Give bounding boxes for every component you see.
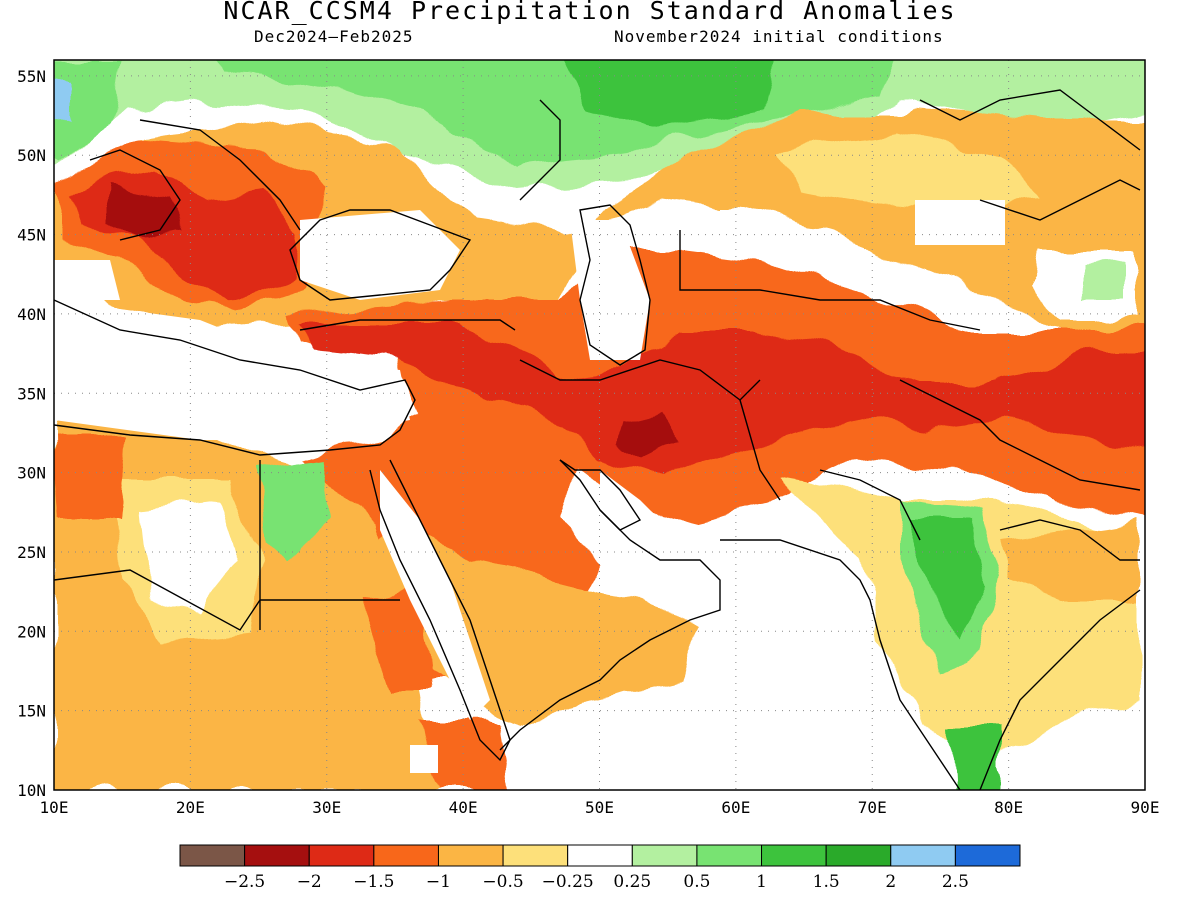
colorbar: [179, 844, 1021, 867]
colorbar-swatch: [631, 844, 698, 867]
colorbar-label: 2.5: [942, 872, 969, 892]
colorbar-swatch: [890, 844, 956, 867]
colorbar-swatch: [502, 844, 569, 867]
colorbar-swatch: [244, 844, 310, 867]
colorbar-label: −1: [426, 872, 451, 892]
colorbar-label: 0.25: [613, 872, 651, 892]
graticule: [54, 60, 1145, 790]
longitude-tick-label: 10E: [40, 798, 69, 817]
colorbar-label: 0.5: [683, 872, 710, 892]
colorbar-swatch: [373, 844, 439, 867]
coastlines: [54, 89, 1141, 790]
colorbar-labels: −2.5 −2 −1.5 −1 −0.5 −0.25 0.25 0.5 1 1.5 2 2.5: [224, 872, 969, 892]
colorbar-swatch: [954, 844, 1021, 867]
longitude-tick-label: 30E: [312, 798, 341, 817]
latitude-tick-label: 35N: [17, 384, 46, 403]
latitude-tick-label: 25N: [17, 543, 46, 562]
longitude-tick-label: 40E: [449, 798, 478, 817]
longitude-tick-label: 90E: [1131, 798, 1160, 817]
colorbar-swatch: [761, 844, 827, 867]
colorbar-swatch: [696, 844, 763, 867]
latitude-tick-label: 45N: [17, 226, 46, 245]
colorbar-label: −0.25: [542, 872, 594, 892]
colorbar-swatch: [567, 844, 633, 867]
anomaly-field: [54, 60, 1145, 790]
latitude-tick-label: 15N: [17, 702, 46, 721]
longitude-tick-label: 60E: [721, 798, 750, 817]
colorbar-swatch: [825, 844, 892, 867]
latitude-tick-label: 40N: [17, 305, 46, 324]
latitude-labels: 10N 15N 20N 25N 30N 35N 40N 45N 50N 55N: [17, 67, 46, 800]
latitude-tick-label: 55N: [17, 67, 46, 86]
longitude-tick-label: 70E: [858, 798, 887, 817]
colorbar-swatch: [437, 844, 504, 867]
colorbar-label: −2.5: [224, 872, 265, 892]
latitude-tick-label: 50N: [17, 146, 46, 165]
longitude-tick-label: 50E: [585, 798, 614, 817]
longitude-labels: 10E 20E 30E 40E 50E 60E 70E 80E 90E: [40, 798, 1160, 817]
map-title: NCAR_CCSM4 Precipitation Standard Anomal…: [223, 0, 957, 25]
colorbar-label: 1.5: [813, 872, 840, 892]
colorbar-label: 2: [885, 872, 896, 892]
colorbar-label: −2: [297, 872, 322, 892]
colorbar-swatch: [308, 844, 375, 867]
longitude-tick-label: 20E: [176, 798, 205, 817]
colorbar-label: −1.5: [353, 872, 394, 892]
colorbar-swatch: [179, 844, 246, 867]
initial-conditions: November2024 initial conditions: [614, 27, 944, 46]
latitude-tick-label: 20N: [17, 622, 46, 641]
colorbar-label: −0.5: [482, 872, 523, 892]
latitude-tick-label: 10N: [17, 781, 46, 800]
forecast-period: Dec2024–Feb2025: [254, 27, 414, 46]
colorbar-label: 1: [756, 872, 767, 892]
plot-frame: [53, 59, 1146, 791]
longitude-tick-label: 80E: [994, 798, 1023, 817]
latitude-tick-label: 30N: [17, 464, 46, 483]
